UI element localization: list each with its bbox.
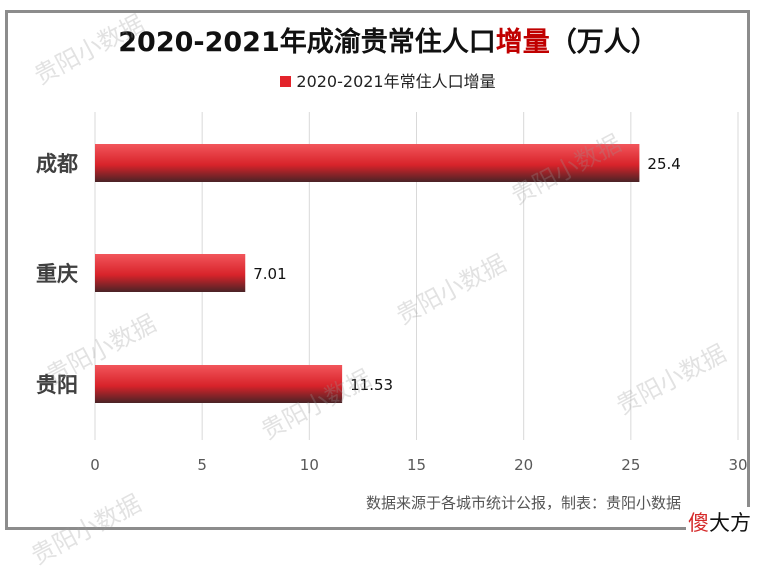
title-highlight: 增量 <box>495 27 550 58</box>
x-tick-label: 20 <box>514 456 533 474</box>
data-label: 25.4 <box>647 155 680 173</box>
legend-label: 2020-2021年常住人口增量 <box>296 72 496 91</box>
bar <box>95 144 640 182</box>
title-main: 2020-2021年成渝贵常住人口 <box>118 27 496 58</box>
chart-title: 2020-2021年成渝贵常住人口增量（万人） <box>0 20 776 59</box>
x-tick-label: 10 <box>300 456 319 474</box>
bar <box>95 365 343 403</box>
x-tick-label: 25 <box>621 456 640 474</box>
legend: 2020-2021年常住人口增量 <box>0 68 776 92</box>
x-tick-label: 0 <box>90 456 100 474</box>
data-label: 11.53 <box>350 376 393 394</box>
brand-logo: 傻大方 <box>686 507 753 537</box>
data-label: 7.01 <box>253 265 286 283</box>
category-label: 贵阳 <box>36 373 78 397</box>
title-suffix: （万人） <box>549 27 658 58</box>
category-label: 成都 <box>36 152 78 176</box>
x-tick-label: 30 <box>728 456 747 474</box>
legend-swatch <box>280 76 292 87</box>
x-tick-label: 15 <box>407 456 426 474</box>
source-note: 数据来源于各城市统计公报，制表：贵阳小数据 <box>366 494 682 512</box>
brand-rest: 大方 <box>709 511 751 535</box>
category-label: 重庆 <box>36 262 78 286</box>
x-tick-label: 5 <box>197 456 207 474</box>
bar-chart: 0 5 10 15 20 25 30 成都 25.4 重庆 7.01 贵阳 11.53 <box>36 112 748 474</box>
bar <box>95 254 246 292</box>
brand-first-char: 傻 <box>688 511 709 535</box>
